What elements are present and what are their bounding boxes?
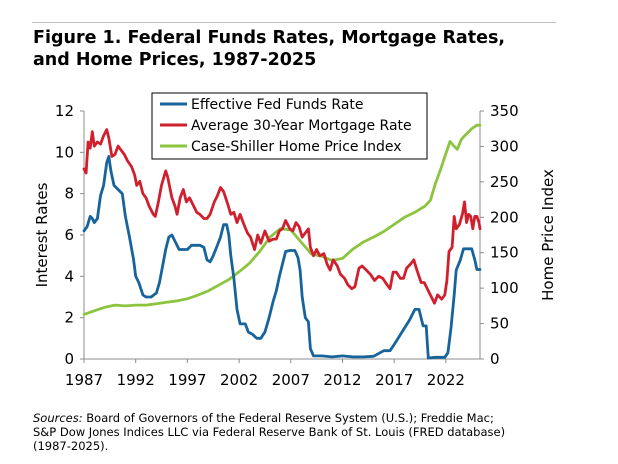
x-tick-label: 1987	[65, 371, 103, 389]
y-right-tick-label: 150	[490, 244, 519, 262]
y-left-axis-title: Interest Rates	[33, 182, 51, 287]
sources-text-1: Board of Governors of the Federal Reserv…	[82, 411, 494, 425]
sources-line-1: Sources: Board of Governors of the Feder…	[33, 411, 593, 425]
y-left-tick-label: 8	[64, 185, 74, 203]
y-right-tick-label: 100	[490, 279, 519, 297]
legend-box	[151, 92, 428, 160]
title-divider-line	[32, 22, 556, 23]
x-tick-label: 1992	[117, 371, 155, 389]
legend-label-effective-fed-funds-rate: Effective Fed Funds Rate	[191, 97, 364, 113]
y-left-tick-label: 2	[64, 309, 74, 327]
sources-label: Sources:	[33, 411, 83, 425]
y-right-tick-label: 50	[490, 315, 509, 333]
y-left-tick-label: 10	[55, 143, 74, 161]
y-left-tick-label: 4	[64, 267, 74, 285]
y-left-tick-label: 0	[64, 350, 74, 368]
effective-fed-funds-rate-line	[82, 155, 482, 360]
y-right-tick-label: 0	[490, 350, 500, 368]
y-left-tick-label: 12	[55, 102, 74, 120]
y-right-tick-label: 200	[490, 208, 519, 226]
x-tick-label: 2002	[220, 371, 258, 389]
y-right-tick-label: 350	[490, 102, 519, 120]
x-tick-label: 1997	[168, 371, 206, 389]
x-tick-label: 2007	[272, 371, 310, 389]
figure-title-line-2: and Home Prices, 1987-2025	[33, 50, 317, 70]
y-right-axis-title: Home Price Index	[539, 169, 557, 301]
y-right-tick-label: 250	[490, 173, 519, 191]
x-tick-label: 2017	[375, 371, 413, 389]
y-left-tick-label: 6	[64, 226, 74, 244]
case-shiller-home-price-index-line	[82, 123, 482, 316]
x-tick-label: 2022	[427, 371, 465, 389]
x-tick-label: 2012	[323, 371, 361, 389]
legend-label-average-30-year-mortgage-rate: Average 30-Year Mortgage Rate	[191, 118, 412, 134]
figure-title-line-1: Figure 1. Federal Funds Rates, Mortgage …	[33, 28, 506, 48]
sources-line-2: S&P Dow Jones Indices LLC via Federal Re…	[33, 425, 506, 439]
y-right-tick-label: 300	[490, 137, 519, 155]
sources-line-3: (1987-2025).	[33, 439, 109, 453]
figure-title: Figure 1. Federal Funds Rates, Mortgage …	[33, 27, 593, 71]
sources-note: Sources: Board of Governors of the Feder…	[33, 411, 593, 453]
average-30-year-mortgage-rate-line	[82, 128, 482, 305]
legend-label-case-shiller-home-price-index: Case-Shiller Home Price Index	[191, 139, 402, 155]
